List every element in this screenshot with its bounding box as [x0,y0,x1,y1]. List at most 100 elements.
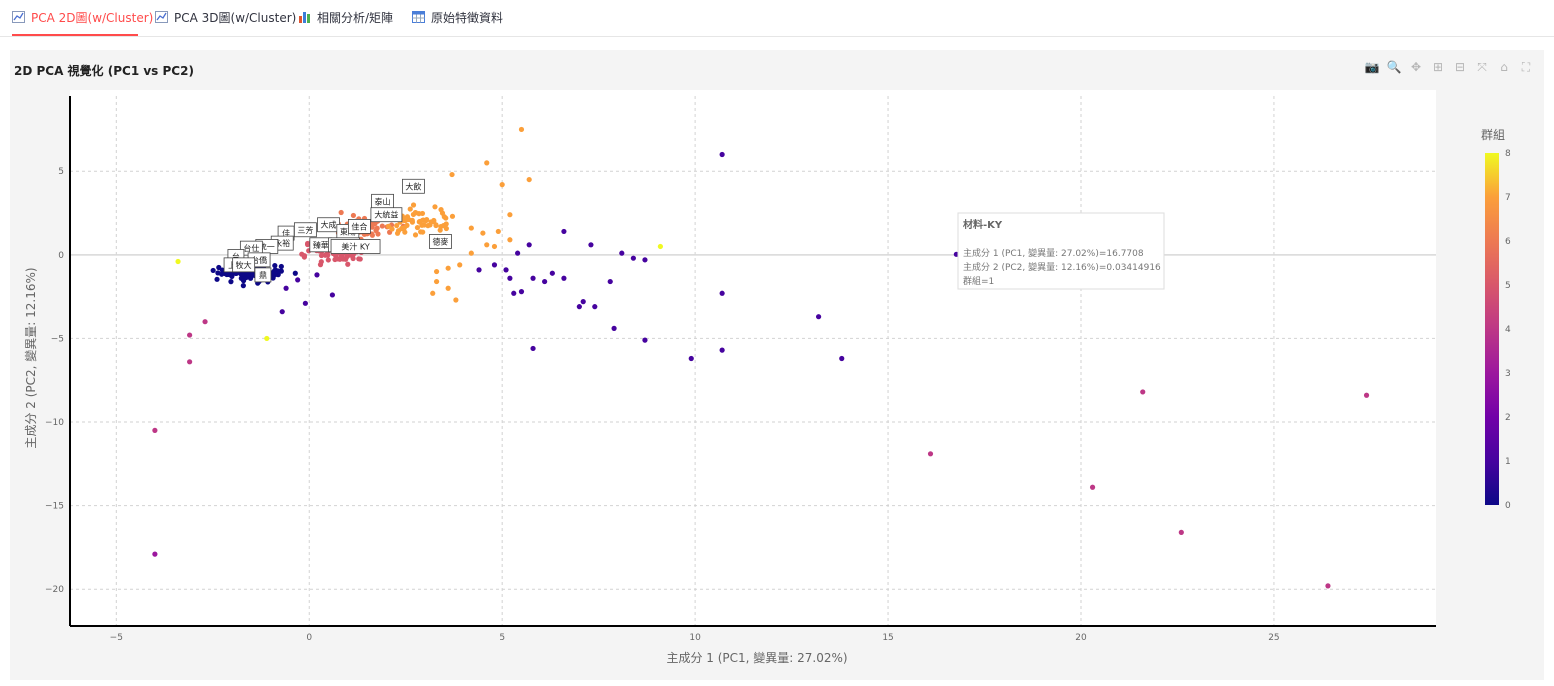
point-label: 佳 [282,228,290,238]
colorbar-tick-label: 1 [1505,457,1511,467]
y-tick-label: −15 [45,502,64,512]
data-point [443,215,449,221]
zoom-out-icon[interactable]: ⊟ [1454,60,1466,74]
data-point [292,270,298,276]
colorbar-title: 群組 [1481,128,1505,142]
colorbar-tick-label: 0 [1505,501,1511,511]
data-point [414,224,421,231]
data-point [1140,389,1146,395]
data-point [264,335,270,342]
plot-modebar: 📷 🔍 ✥ ⊞ ⊟ ⤧ ⌂ ⛶ [1364,59,1534,75]
pan-icon[interactable]: ✥ [1410,60,1422,74]
data-point [445,265,451,271]
calendar-table-icon [412,11,425,23]
data-point [302,300,308,306]
point-label-box [232,257,256,273]
data-point [495,228,501,235]
tab-label: PCA 2D圖(w/Cluster) [31,10,154,25]
home-icon[interactable]: ⌂ [1500,60,1508,74]
axis-ticks: −5 0 5 10 15 20 25 −20 −15 −10 −5 0 5 [45,167,1280,643]
data-point [373,228,379,234]
plot-area [70,90,1436,626]
data-point [484,160,490,166]
y-tick-label: −5 [51,334,64,344]
data-point [499,182,505,188]
x-axis-title: 主成分 1 (PC1, 變異量: 27.02%) [666,650,847,665]
data-point [430,290,436,296]
data-point [592,304,598,310]
y-axis-title: 主成分 2 (PC2, 變異量: 12.16%) [23,267,38,448]
fullscreen-icon[interactable]: ⛶ [1521,59,1531,74]
zoom-in-icon[interactable]: ⊞ [1432,60,1444,74]
chart-title: 2D PCA 視覺化 (PC1 vs PC2) [14,64,194,78]
data-point [576,304,582,310]
data-point [468,225,474,231]
data-point [240,283,246,289]
data-point [152,427,158,433]
data-point [511,290,517,296]
data-point [301,254,307,260]
colorbar-tick-label: 5 [1505,281,1511,291]
data-point [379,223,385,229]
tab-pca-2d[interactable]: PCA 2D圖(w/Cluster) [12,0,153,36]
camera-icon[interactable]: 📷 [1364,60,1380,74]
point-label: 上 [228,261,236,270]
data-point [431,217,437,224]
data-point [409,217,415,223]
data-point [410,202,417,208]
x-tick-label: 20 [1075,633,1087,643]
data-point [385,223,392,229]
data-point [402,229,408,235]
tab-pca-3d[interactable]: PCA 3D圖(w/Cluster) [155,0,296,34]
point-label: 台仕 [243,243,259,253]
data-point [295,277,301,283]
point-labels: 大飲泰山大統益德麥大成東陽佳合三芳佳永裕臻華大成長美汁 KY統一台仕台台僑上牧大… [223,178,452,283]
data-point [507,212,513,218]
data-point [518,289,525,295]
data-point [404,222,410,228]
point-label: 泰山 [375,196,391,206]
data-point [239,271,245,277]
point-label-box [330,239,381,254]
data-point [350,212,357,219]
data-point [657,243,663,250]
data-point [215,270,221,276]
point-label: 東陽 [340,226,356,236]
data-point [503,267,509,273]
line-chart-icon [155,11,168,23]
data-point [588,242,594,248]
tab-label: PCA 3D圖(w/Cluster) [174,10,297,25]
data-point [443,221,449,227]
colorbar-gradient [1485,153,1499,505]
data-point [530,345,536,352]
colorbar-tick-label: 8 [1505,149,1511,159]
data-point [468,250,474,256]
line-chart-icon [12,11,25,23]
data-point [549,270,555,276]
x-tick-label: 0 [306,633,312,643]
data-point [630,255,636,261]
data-point [484,242,490,248]
tooltip-line: 群組=1 [963,275,994,287]
data-point [225,271,232,277]
data-point [216,264,222,271]
data-point [561,228,567,235]
tab-correlation[interactable]: 相關分析/矩陣 [298,0,393,34]
point-label: 統一 [259,241,275,251]
data-point [580,299,586,305]
data-point [412,232,419,238]
bar-chart-icon [298,11,311,23]
data-point [1325,583,1331,589]
zoom-icon[interactable]: 🔍 [1386,60,1402,74]
data-point [1363,392,1370,398]
tab-raw-data[interactable]: 原始特徵資料 [412,0,503,34]
autoscale-icon[interactable]: ⤧ [1477,59,1487,74]
data-point [325,257,331,263]
data-point [719,290,725,296]
x-tick-label: 5 [499,633,505,643]
data-point [526,242,532,248]
data-point [542,278,548,285]
data-point [561,275,567,281]
data-point [719,151,725,158]
